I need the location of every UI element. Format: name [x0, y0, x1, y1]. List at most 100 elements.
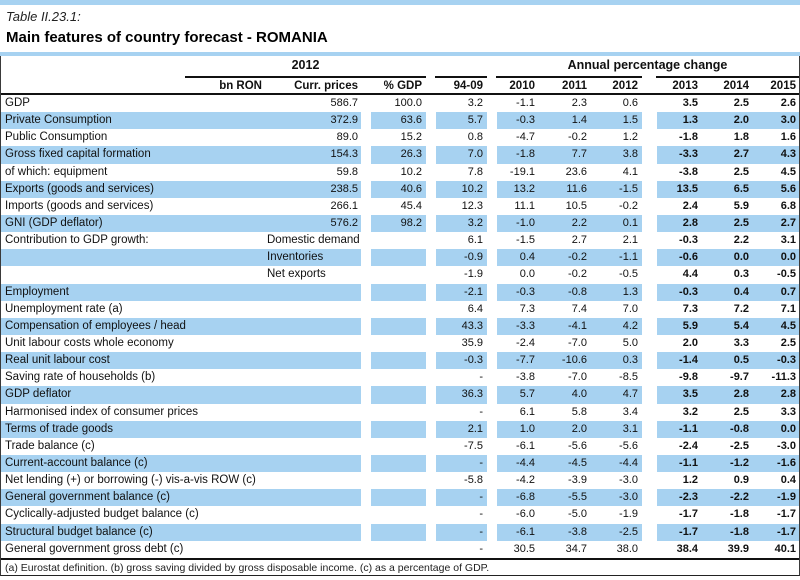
gutter: [426, 489, 436, 507]
cell-2010: -6.1: [497, 523, 539, 541]
rule-2012-group: [185, 76, 426, 78]
cell-2013: -0.6: [657, 249, 702, 267]
top-stripe: [0, 0, 800, 5]
gutter: [426, 472, 436, 489]
gutter: [642, 95, 657, 112]
cell-2013: -9.8: [679, 371, 698, 384]
gutter: [361, 266, 371, 283]
cell-2012: 4.2: [591, 317, 642, 335]
cell-94-09: -2.1: [436, 283, 487, 301]
gutter: [426, 438, 436, 455]
cell-2015: -0.3: [753, 352, 799, 370]
table-row: Net lending (+) or borrowing (-) vis-a-v…: [1, 472, 799, 489]
cell-2014: -2.2: [702, 489, 753, 507]
cell-2014: 1.8: [733, 131, 749, 144]
cell-2011: 2.7: [571, 234, 587, 247]
gutter: [487, 420, 497, 438]
column-header-curr-prices: Curr. prices: [294, 80, 358, 92]
column-header-2014: 2014: [723, 80, 749, 92]
cell-2010: -6.0: [516, 508, 535, 521]
cell-2015: 4.5: [780, 165, 796, 178]
gutter: [487, 489, 497, 507]
gutter: [426, 523, 436, 541]
cell-2010: -1.8: [497, 146, 539, 164]
gutter: [487, 146, 497, 164]
gutter: [487, 369, 497, 386]
rule-94-09: [435, 76, 487, 78]
row-label: GDP: [5, 97, 30, 109]
table-row: Structural budget balance (c) - -6.1 -3.…: [1, 523, 799, 541]
gutter: [487, 249, 497, 267]
cell-2012: 0.3: [591, 352, 642, 370]
cell-pct-gdp: [371, 266, 426, 283]
cell-2012: -8.5: [619, 371, 638, 384]
cell-2013: 5.9: [657, 317, 702, 335]
cell-2011: -4.5: [539, 454, 591, 473]
cell-curr-prices: [266, 454, 361, 473]
gutter: [426, 129, 436, 146]
cell-2011: 10.5: [565, 199, 587, 212]
cell-2013: -0.3: [679, 234, 698, 247]
cell-2015: -0.5: [777, 268, 796, 281]
gutter: [426, 541, 436, 558]
cell-2015: 3.0: [753, 112, 799, 130]
row-label: Compensation of employees / head: [1, 317, 266, 335]
cell-curr-prices: [266, 335, 361, 352]
footnote: (a) Eurostat definition. (b) gross savin…: [1, 557, 799, 575]
cell-94-09: -: [479, 542, 483, 555]
gutter: [642, 506, 657, 523]
cell-2014: 2.5: [733, 97, 749, 109]
cell-2010: -0.3: [497, 112, 539, 130]
cell-2014: 7.2: [733, 302, 749, 315]
gutter: [361, 472, 371, 489]
cell-2012: -3.0: [591, 489, 642, 507]
gutter: [426, 369, 436, 386]
cell-94-09: -: [479, 405, 483, 418]
cell-2011: 2.2: [539, 214, 591, 233]
gutter: [642, 454, 657, 473]
table-row: Trade balance (c) -7.5 -6.1 -5.6 -5.6 -2…: [1, 438, 799, 455]
cell-2013: -1.7: [679, 508, 698, 521]
gutter: [361, 249, 371, 267]
gutter: [642, 352, 657, 370]
cell-2014: 2.5: [733, 165, 749, 178]
cell-2013: 1.3: [657, 112, 702, 130]
cell-94-09: 7.8: [467, 165, 483, 178]
gutter: [487, 472, 497, 489]
cell-94-09: -: [436, 489, 487, 507]
cell-pct-gdp: 100.0: [394, 97, 422, 109]
gutter: [361, 283, 371, 301]
cell-94-09: 2.1: [436, 420, 487, 438]
row-label: Saving rate of households (b): [5, 371, 156, 384]
cell-2014: 0.3: [733, 268, 749, 281]
table-row: Contribution to GDP growth: Domestic dem…: [1, 232, 799, 249]
cell-2013: 4.4: [682, 268, 698, 281]
gutter: [361, 129, 371, 146]
cell-2014: -1.8: [730, 508, 749, 521]
cell-2012: 2.1: [622, 234, 638, 247]
gutter: [642, 180, 657, 198]
cell-curr-prices: 89.0: [336, 131, 358, 144]
gutter: [426, 78, 436, 93]
cell-2013: 2.8: [657, 214, 702, 233]
gutter: [426, 266, 436, 283]
cell-2015: -1.6: [753, 454, 799, 473]
table-row: GDP deflator 36.3 5.7 4.0 4.7 3.5 2.8 2.…: [1, 386, 799, 404]
gutter: [361, 438, 371, 455]
gutter: [361, 506, 371, 523]
table-row: Public Consumption 89.0 15.2 0.8 -4.7 -0…: [1, 129, 799, 146]
gutter: [487, 232, 497, 249]
cell-2013: 2.0: [682, 336, 698, 349]
row-label: of which: equipment: [5, 165, 108, 178]
cell-2014: 0.0: [702, 249, 753, 267]
cell-2015: 4.5: [753, 317, 799, 335]
cell-2010: 5.7: [497, 386, 539, 404]
cell-2013: 13.5: [657, 180, 702, 198]
row-label: Employment: [1, 283, 266, 301]
group-header-annual-percentage-change: Annual percentage change: [567, 58, 728, 72]
cell-2010: -3.8: [516, 371, 535, 384]
cell-2012: 1.5: [591, 112, 642, 130]
table-number: Table II.23.1:: [6, 9, 81, 24]
cell-94-09: 35.9: [461, 336, 483, 349]
column-header-2015: 2015: [770, 80, 796, 92]
